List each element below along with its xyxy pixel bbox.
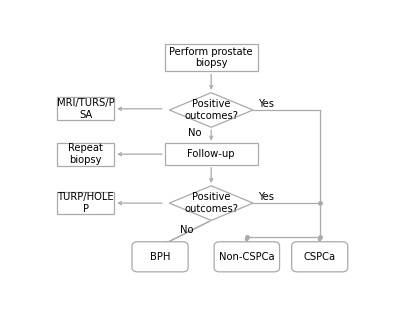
Text: No: No — [188, 128, 202, 138]
FancyBboxPatch shape — [132, 242, 188, 272]
Text: Positive
outcomes?: Positive outcomes? — [184, 192, 238, 214]
Text: Repeat
biopsy: Repeat biopsy — [68, 143, 103, 165]
Text: TURP/HOLE
P: TURP/HOLE P — [57, 192, 114, 214]
Text: No: No — [180, 225, 194, 235]
Polygon shape — [169, 93, 253, 127]
FancyBboxPatch shape — [165, 44, 258, 71]
Text: Yes: Yes — [258, 99, 274, 109]
Polygon shape — [169, 186, 253, 220]
FancyBboxPatch shape — [292, 242, 348, 272]
Text: Perform prostate
biopsy: Perform prostate biopsy — [169, 47, 253, 68]
Text: Yes: Yes — [258, 192, 274, 202]
FancyBboxPatch shape — [165, 144, 258, 165]
FancyBboxPatch shape — [57, 97, 114, 120]
FancyBboxPatch shape — [214, 242, 280, 272]
Text: CSPCa: CSPCa — [304, 252, 336, 262]
Text: Non-CSPCa: Non-CSPCa — [219, 252, 275, 262]
FancyBboxPatch shape — [57, 192, 114, 215]
Text: Positive
outcomes?: Positive outcomes? — [184, 99, 238, 121]
Text: MRI/TURS/P
SA: MRI/TURS/P SA — [57, 98, 114, 120]
FancyBboxPatch shape — [57, 143, 114, 166]
Text: BPH: BPH — [150, 252, 170, 262]
Text: Follow-up: Follow-up — [188, 149, 235, 159]
